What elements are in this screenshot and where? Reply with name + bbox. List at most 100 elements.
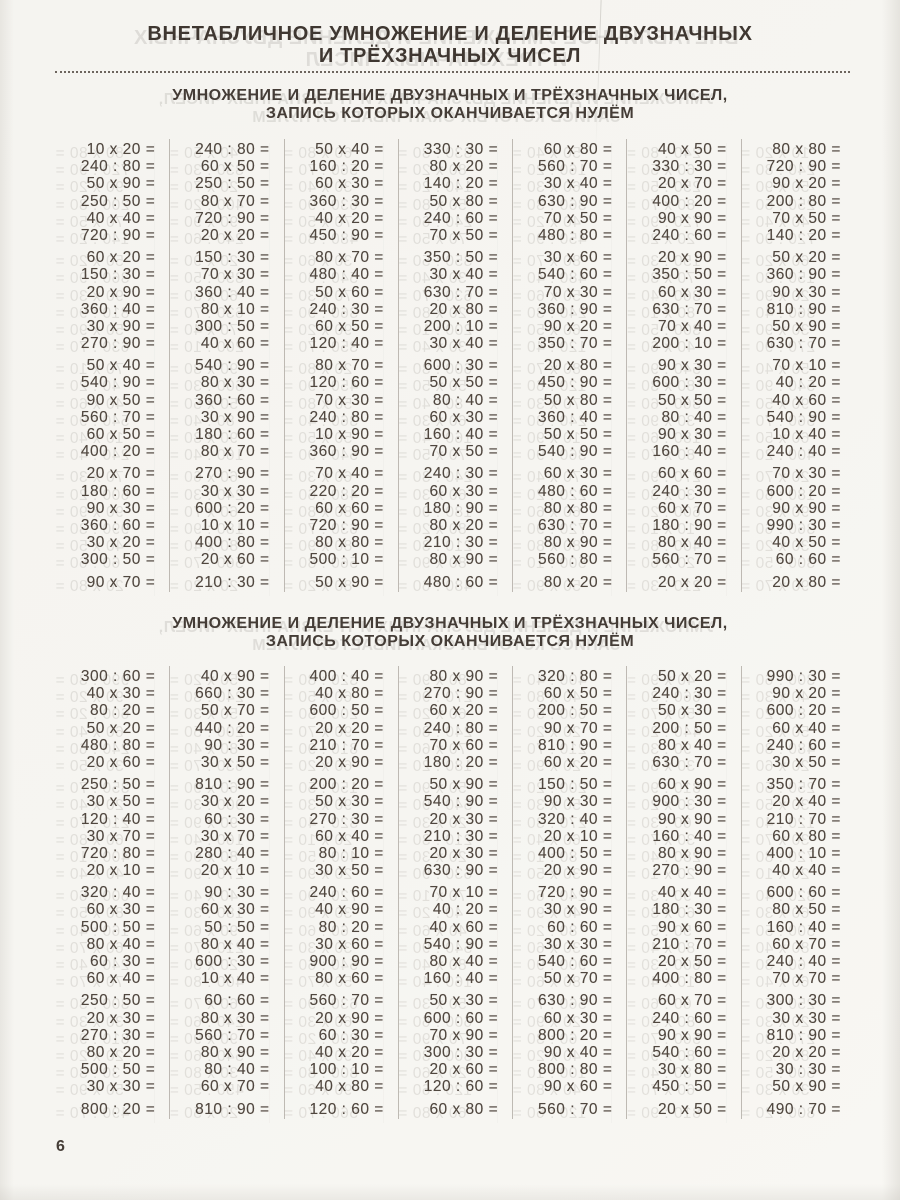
exercise-cell: 80 x 40 =: [429, 953, 499, 970]
exercise-cell: 60 x 50 =: [200, 158, 270, 176]
exercise-cell: 80 : 20 =: [318, 918, 384, 936]
exercise-cell: 50 x 50 =: [429, 374, 499, 392]
exercise-cell: 900 : 30 =: [652, 793, 727, 811]
exercise-cell: 300 : 60 =: [80, 668, 156, 685]
exercise-cell: 30 x 90 =: [200, 408, 270, 426]
exercise-cell: 990 : 30 =: [766, 516, 841, 534]
exercise-cell: 80 x 80 =: [315, 534, 384, 552]
exercise-cell: 800 : 80 =: [538, 1061, 613, 1079]
exercise-cell: 60 x 70 =: [772, 935, 841, 953]
exercise-cell: 80 : 10 =: [318, 844, 384, 862]
exercise-cell: 30 x 50 =: [200, 753, 270, 771]
exercise-cell: 50 x 40 =: [86, 357, 156, 375]
exercise-cell: 360 : 90 =: [538, 300, 613, 318]
exercise-cell: 80 x 80 =: [543, 499, 613, 517]
exercise-cell: 50 x 80 =: [429, 192, 499, 210]
exercise-cell: 20 x 90 =: [658, 249, 727, 267]
exercise-cell: 210 : 30 =: [423, 534, 499, 552]
exercise-cell: 70 x 40 =: [658, 317, 727, 335]
exercise-cell: 360 : 40 =: [538, 408, 613, 426]
exercise-cell: 720 : 90 =: [80, 226, 156, 244]
exercise-cell: 80 x 90 =: [200, 1043, 270, 1061]
exercise-cell: 800 : 20 =: [538, 1026, 613, 1044]
exercise-cell: 50 x 70 =: [200, 702, 270, 720]
exercise-cell: 240 : 60 =: [652, 226, 727, 244]
exercise-cell: 350 : 50 =: [652, 266, 727, 284]
exercise-cell: 60 x 30 =: [543, 465, 613, 483]
exercise-cell: 50 x 30 =: [658, 702, 727, 720]
exercise-row: 60 x 40 = 10 x 40 = 80 x 60 = 160 : 40 = 50 …: [55, 970, 855, 987]
exercise-cell: 180 : 30 =: [652, 901, 727, 919]
exercise-cell: 60 x 30 =: [200, 901, 270, 919]
exercise-cell: 250 : 50 =: [195, 175, 270, 193]
exercise-row: 300 : 60 = 40 x 90 = 400 : 40 = 80 x 90 = 32…: [55, 668, 855, 685]
exercise-cell: 50 x 90 =: [315, 573, 384, 591]
exercise-cell: 40 x 20 =: [315, 209, 384, 227]
exercise-cell: 600 : 60 =: [766, 884, 841, 902]
column-separator: [512, 139, 514, 592]
exercise-cell: 360 : 90 =: [766, 266, 841, 284]
exercise-cell: 360 : 40 =: [195, 283, 270, 301]
exercise-cell: 40 x 50 =: [658, 141, 727, 158]
exercise-cell: 50 x 70 =: [543, 970, 613, 988]
exercise-row: 250 : 50 = 80 x 70 = 360 : 30 = 50 x 80 = 63…: [55, 193, 855, 210]
exercise-cell: 720 : 80 =: [80, 844, 156, 862]
exercise-row: 20 x 30 = 80 x 30 = 20 x 90 = 600 : 60 = 60 …: [55, 1010, 855, 1027]
exercise-cell: 30 : 30 =: [775, 1061, 841, 1079]
exercise-row: 60 x 50 = 180 : 60 = 10 x 90 = 160 : 40 = 50…: [55, 426, 855, 443]
exercise-grid-2: 300 : 60 = 40 x 90 = 400 : 40 = 80 x 90 = 32…: [55, 666, 855, 1119]
exercise-cell: 90 x 50 =: [86, 391, 156, 409]
exercise-cell: 210 : 70 =: [309, 736, 384, 754]
exercise-cell: 90 x 30 =: [772, 283, 841, 301]
exercise-row: 320 : 40 = 90 : 30 = 240 : 60 = 70 x 10 = 72…: [55, 884, 855, 901]
exercise-cell: 60 x 80 =: [543, 141, 613, 158]
exercise-row: 800 : 20 = 810 : 90 = 120 : 60 = 60 x 80 = 5…: [55, 1101, 855, 1118]
exercise-cell: 60 : 30 =: [204, 810, 270, 828]
exercise-cell: 20 x 20 =: [658, 573, 727, 591]
exercise-cell: 70 x 30 =: [200, 266, 270, 284]
exercise-cell: 80 x 20 =: [429, 158, 499, 176]
exercise-row: 30 x 70 = 30 x 70 = 60 x 40 = 210 : 30 = 20 …: [55, 828, 855, 845]
exercise-cell: 70 x 30 =: [315, 391, 384, 409]
exercise-cell: 240 : 30 =: [652, 482, 727, 500]
exercise-cell: 40 x 40 =: [658, 884, 727, 902]
exercise-rows-1: 10 x 20 = 240 : 80 = 50 x 40 = 330 : 30 = 60…: [55, 141, 855, 591]
exercise-cell: 600 : 20 =: [195, 499, 270, 517]
exercise-row: 20 x 10 = 20 x 10 = 30 x 50 = 630 : 90 = 20 …: [55, 862, 855, 879]
exercise-cell: 120 : 60 =: [309, 374, 384, 392]
exercise-cell: 60 x 70 =: [658, 992, 727, 1010]
exercise-row: 480 : 80 = 90 : 30 = 210 : 70 = 70 x 60 = 81…: [55, 737, 855, 754]
exercise-cell: 80 x 10 =: [200, 300, 270, 318]
column-separator: [169, 666, 171, 1119]
exercise-cell: 240 : 40 =: [766, 953, 841, 970]
exercise-row: 540 : 90 = 80 x 30 = 120 : 60 = 50 x 50 = 45…: [55, 374, 855, 391]
exercise-row: 150 : 30 = 70 x 30 = 480 : 40 = 30 x 40 = 54…: [55, 266, 855, 283]
column-separator: [740, 666, 742, 1119]
exercise-cell: 720 : 90 =: [538, 884, 613, 902]
exercise-cell: 720 : 90 =: [309, 516, 384, 534]
exercise-row: 300 : 50 = 20 x 60 = 500 : 10 = 80 x 90 = 56…: [55, 551, 855, 568]
exercise-row: 50 x 90 = 250 : 50 = 60 x 30 = 140 : 20 = 30…: [55, 175, 855, 192]
exercise-cell: 50 x 90 =: [772, 317, 841, 335]
exercise-cell: 540 : 90 =: [423, 935, 499, 953]
exercise-cell: 90 x 90 =: [658, 209, 727, 227]
exercise-cell: 160 : 40 =: [652, 443, 727, 461]
exercise-cell: 30 x 30 =: [772, 1009, 841, 1027]
exercise-cell: 80 : 20 =: [90, 702, 156, 720]
exercise-cell: 90 x 70 =: [543, 719, 613, 737]
exercise-row: 80 x 40 = 80 x 40 = 30 x 60 = 540 : 90 = 30 …: [55, 936, 855, 953]
exercise-cell: 50 x 40 =: [315, 141, 384, 158]
exercise-cell: 360 : 30 =: [309, 192, 384, 210]
exercise-cell: 300 : 30 =: [423, 1043, 499, 1061]
exercise-cell: 20 x 60 =: [86, 753, 156, 771]
exercise-cell: 450 : 50 =: [652, 1078, 727, 1096]
exercise-cell: 60 x 50 =: [543, 685, 613, 703]
exercise-cell: 180 : 90 =: [423, 499, 499, 517]
exercise-cell: 200 : 50 =: [652, 719, 727, 737]
exercise-cell: 560 : 70 =: [80, 408, 156, 426]
exercise-rows-2: 300 : 60 = 40 x 90 = 400 : 40 = 80 x 90 = 32…: [55, 668, 855, 1118]
exercise-cell: 80 x 90 =: [429, 668, 499, 685]
exercise-cell: 20 x 70 =: [86, 465, 156, 483]
exercise-row: 90 x 70 = 210 : 30 = 50 x 90 = 480 : 60 = 80…: [55, 574, 855, 591]
exercise-row: 60 : 30 = 600 : 30 = 900 : 90 = 80 x 40 = 54…: [55, 953, 855, 970]
